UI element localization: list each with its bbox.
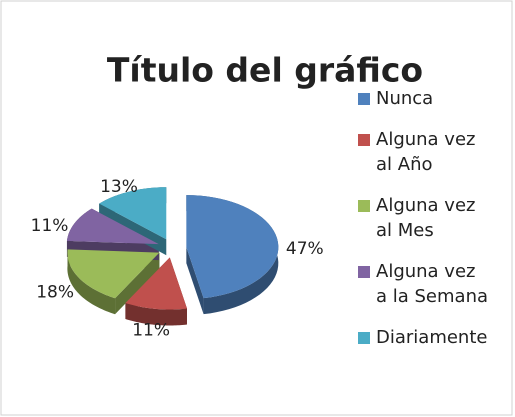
data-label: 18% <box>36 282 74 302</box>
slice <box>67 249 160 299</box>
slice-wall <box>186 247 204 315</box>
legend-swatch <box>358 134 370 146</box>
slice <box>125 257 187 310</box>
legend-label: Alguna vez a la Semana <box>376 261 489 307</box>
slice <box>99 187 167 240</box>
chart-title: Título del gráfico <box>107 51 423 90</box>
legend-swatch <box>358 200 370 212</box>
legend-swatch <box>358 266 370 278</box>
data-label: 47% <box>286 239 324 259</box>
legend-label: Alguna vez al Mes <box>376 195 476 241</box>
slice-side <box>125 303 187 326</box>
legend-label: Nunca <box>376 88 434 109</box>
data-label: 11% <box>132 320 170 340</box>
legend-swatch <box>358 93 370 105</box>
data-label: 13% <box>100 177 138 197</box>
legend-swatch <box>358 332 370 344</box>
slice <box>186 195 279 299</box>
slice <box>66 208 159 245</box>
data-label: 11% <box>31 216 69 236</box>
pie-tops <box>66 187 279 310</box>
legend-label: Alguna vez al Año <box>376 129 476 175</box>
legend-label: Diariamente <box>376 327 488 348</box>
slice-side <box>67 249 116 315</box>
